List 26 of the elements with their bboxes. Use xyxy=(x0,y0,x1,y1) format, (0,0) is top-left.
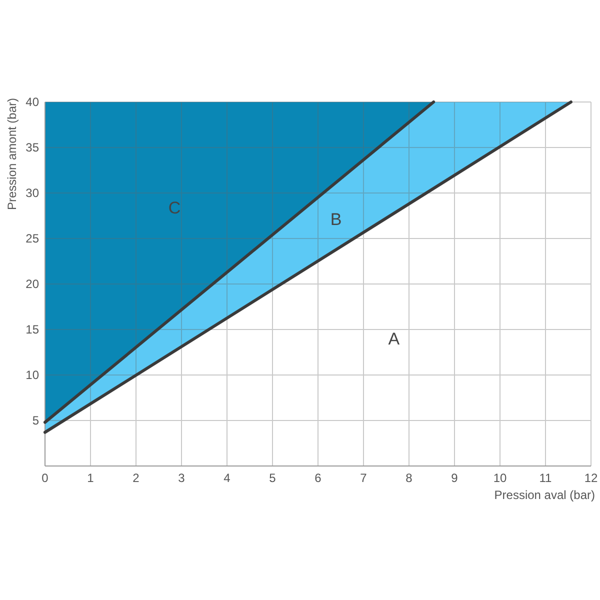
series-label: B xyxy=(330,210,342,230)
x-tick-label: 12 xyxy=(584,471,598,485)
series-label: A xyxy=(388,329,400,348)
x-tick-label: 11 xyxy=(539,471,552,485)
x-tick-label: 3 xyxy=(178,471,186,485)
x-tick-label: 1 xyxy=(87,471,94,485)
y-tick-label: 5 xyxy=(32,414,40,428)
x-tick-label: 5 xyxy=(269,471,276,485)
series-label: C xyxy=(168,198,181,218)
x-tick-label: 2 xyxy=(132,471,140,485)
y-tick-label: 15 xyxy=(26,322,40,336)
y-tick-label: 40 xyxy=(26,95,40,109)
x-axis-title: Pression aval (bar) xyxy=(494,488,595,502)
x-tick-label: 6 xyxy=(314,471,322,485)
x-tick-label: 9 xyxy=(451,471,458,485)
x-tick-label: 7 xyxy=(360,471,368,485)
x-tick-label: 8 xyxy=(406,471,413,485)
y-tick-label: 10 xyxy=(26,368,40,382)
x-tick-label: 0 xyxy=(42,471,49,485)
x-tick-label: 4 xyxy=(224,471,231,485)
y-tick-label: 30 xyxy=(26,186,40,200)
y-tick-label: 25 xyxy=(26,232,40,246)
y-axis-title: Pression amont (bar) xyxy=(5,98,19,210)
y-tick-label: 20 xyxy=(26,277,40,291)
y-tick-label: 35 xyxy=(26,140,40,154)
x-tick-label: 10 xyxy=(493,471,507,485)
